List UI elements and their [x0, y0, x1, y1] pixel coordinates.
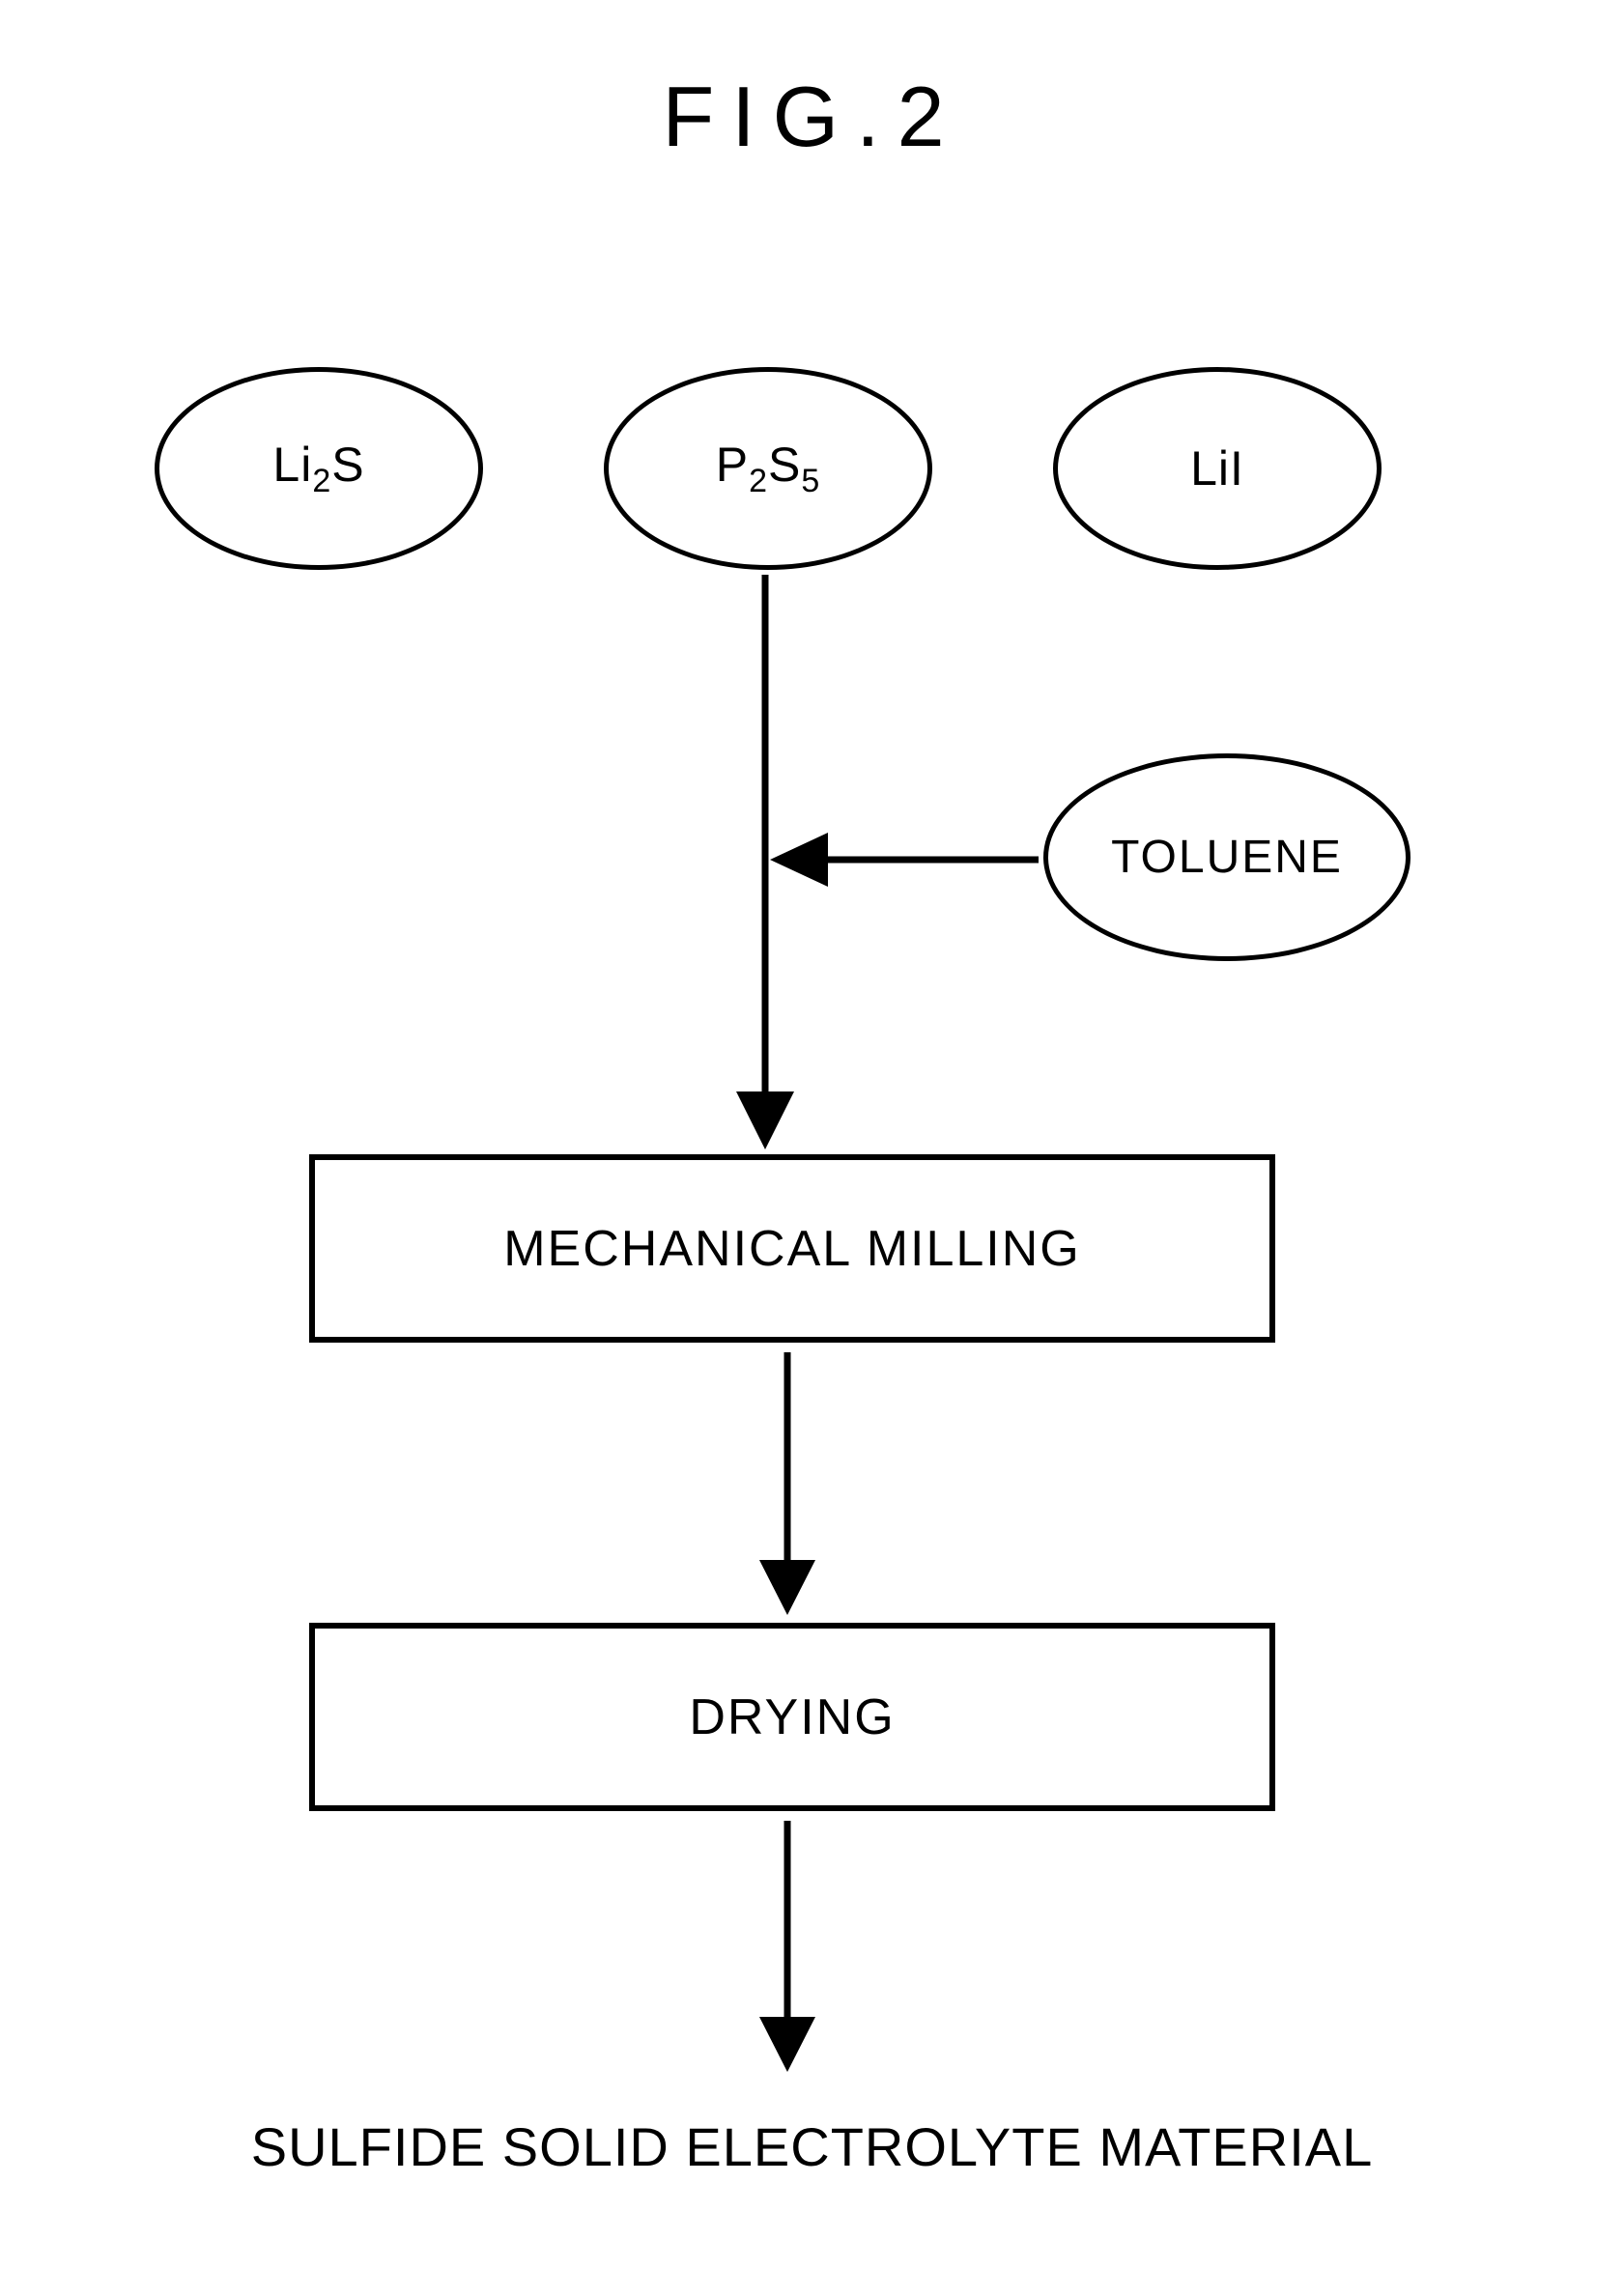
- solvent-node-toluene: TOLUENE: [1043, 753, 1410, 961]
- output-label: SULFIDE SOLID ELECTROLYTE MATERIAL: [251, 2115, 1374, 2178]
- lii-label: LiI: [1190, 440, 1244, 496]
- arrowhead-drying-to-output: [759, 2017, 815, 2072]
- figure-title: FIG.2: [662, 68, 961, 166]
- milling-label: MECHANICAL MILLING: [503, 1220, 1081, 1278]
- li2s-label: Li2S: [272, 437, 364, 500]
- process-box-milling: MECHANICAL MILLING: [309, 1154, 1275, 1343]
- toluene-label: TOLUENE: [1111, 831, 1343, 884]
- input-node-p2s5: P2S5: [604, 367, 932, 570]
- process-box-drying: DRYING: [309, 1623, 1275, 1811]
- connector-arrows: [0, 0, 1624, 2296]
- arrowhead-toluene-in: [770, 833, 828, 887]
- input-node-li2s: Li2S: [155, 367, 483, 570]
- p2s5-label: P2S5: [716, 437, 821, 500]
- input-node-lii: LiI: [1053, 367, 1382, 570]
- drying-label: DRYING: [689, 1688, 895, 1746]
- arrowhead-milling-to-drying: [759, 1560, 815, 1615]
- arrowhead-main-down: [736, 1091, 794, 1149]
